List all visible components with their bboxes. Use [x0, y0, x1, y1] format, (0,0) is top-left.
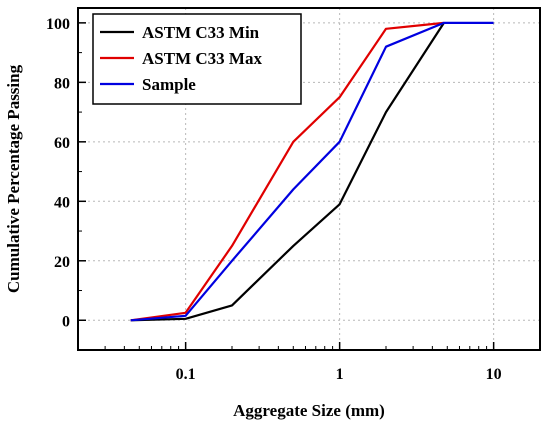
x-tick-label: 1	[336, 366, 344, 383]
series-lines	[130, 21, 494, 322]
y-axis-title: Cumulative Percentage Passing	[4, 64, 23, 293]
x-tick-label: 10	[486, 366, 502, 383]
y-tick-label: 100	[46, 16, 70, 33]
series-line-astm-c33-max	[130, 21, 445, 322]
legend: ASTM C33 Min ASTM C33 Max Sample	[92, 13, 302, 105]
y-tick-label: 0	[62, 313, 70, 330]
legend-label: Sample	[142, 75, 196, 94]
y-tick-label: 80	[54, 75, 70, 92]
y-tick-label: 40	[54, 194, 70, 211]
x-axis-title: Aggregate Size (mm)	[233, 401, 385, 420]
legend-label: ASTM C33 Max	[142, 49, 262, 68]
y-tick-label: 60	[54, 135, 70, 152]
series-line-astm-c33-min	[130, 22, 445, 322]
plot-frame	[77, 7, 541, 351]
series-line-sample	[130, 21, 494, 322]
x-tick-label: 0.1	[176, 366, 196, 383]
legend-label: ASTM C33 Min	[142, 23, 260, 42]
axis-ticks	[78, 22, 495, 351]
y-tick-label: 20	[54, 254, 70, 271]
